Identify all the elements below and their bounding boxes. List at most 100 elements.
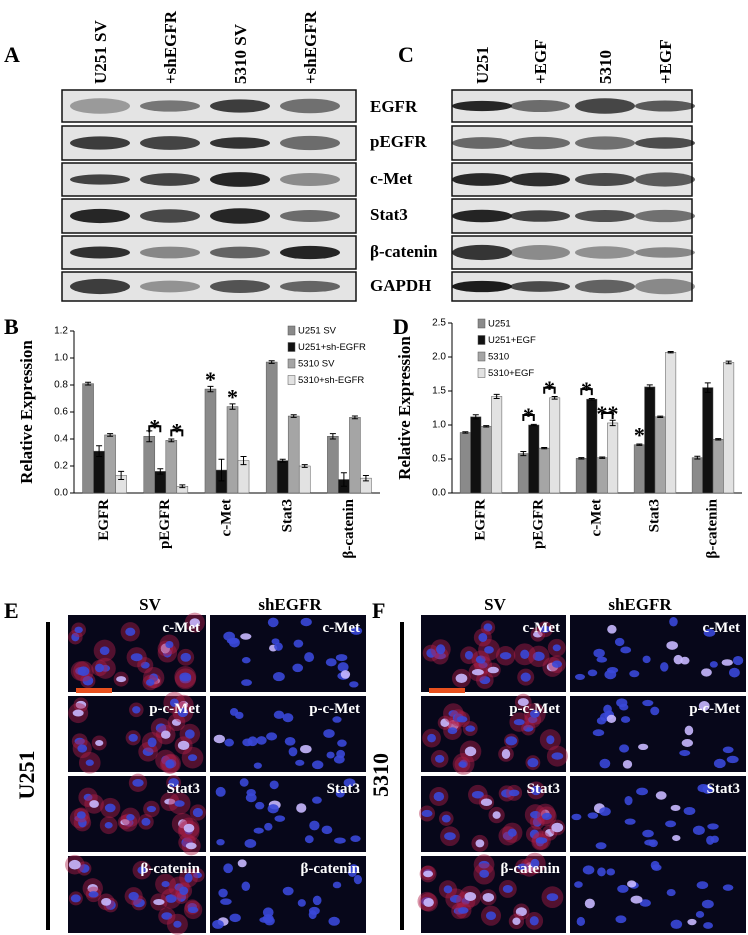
nucleus	[485, 911, 497, 921]
nucleus	[617, 884, 629, 893]
nucleus	[713, 758, 726, 769]
nucleus	[492, 811, 501, 819]
error-bar	[179, 484, 186, 489]
nucleus	[551, 752, 564, 760]
significance-mark: *	[634, 423, 645, 448]
nucleus	[267, 804, 279, 814]
significance-bracket	[601, 411, 614, 419]
cell-line-label: 5310	[368, 753, 393, 797]
nucleus	[187, 754, 198, 762]
blot-band	[280, 135, 340, 151]
stain-label: c-Met	[523, 620, 560, 636]
nucleus	[218, 888, 228, 898]
bar	[237, 460, 250, 494]
nucleus	[455, 673, 468, 683]
significance-bracket	[170, 429, 184, 437]
y-tick-label: 0.0	[54, 488, 68, 499]
bar	[165, 440, 178, 494]
bar	[517, 453, 529, 494]
nucleus	[512, 917, 521, 926]
blot-band	[510, 136, 570, 150]
significance-bracket	[580, 388, 593, 396]
nucleus	[239, 778, 249, 787]
bar	[712, 439, 724, 494]
nucleus	[76, 811, 86, 819]
blot-band	[635, 247, 695, 258]
nucleus	[146, 805, 157, 813]
nucleus	[244, 839, 257, 848]
blot-band	[635, 278, 695, 295]
significance-bracket	[522, 414, 535, 421]
panel-label: B	[4, 314, 19, 339]
significance-mark: *	[149, 414, 160, 439]
y-tick-label: 1.0	[54, 353, 68, 364]
nucleus	[527, 716, 538, 724]
nucleus	[582, 865, 595, 875]
nucleus	[673, 654, 683, 665]
bar	[204, 388, 217, 494]
nucleus	[267, 617, 279, 628]
y-tick-label: 1.5	[432, 386, 446, 397]
blot-band	[210, 172, 270, 187]
nucleus	[309, 820, 320, 831]
blot-band	[575, 98, 635, 114]
nucleus	[292, 663, 304, 673]
nucleus	[101, 898, 112, 906]
nucleus	[532, 817, 542, 827]
nucleus	[596, 656, 608, 663]
bar	[491, 396, 503, 494]
nucleus	[530, 810, 541, 819]
micrograph	[421, 696, 566, 772]
nucleus	[636, 787, 648, 796]
nucleus	[72, 709, 84, 717]
nucleus	[272, 671, 285, 682]
nucleus	[164, 798, 176, 805]
nucleus	[464, 746, 477, 757]
nucleus	[120, 819, 130, 826]
x-tick-label: pEGFR	[157, 499, 173, 549]
nucleus	[229, 707, 239, 716]
nucleus	[304, 652, 315, 663]
bar	[154, 471, 167, 494]
stain-label: c-Met	[163, 620, 200, 636]
stain-label: p-c-Met	[509, 701, 560, 717]
significance-mark: *	[205, 367, 216, 392]
protein-label: Stat3	[370, 205, 408, 224]
nucleus	[95, 663, 105, 673]
blot-band	[452, 209, 512, 223]
significance-mark: **	[596, 401, 618, 426]
bar	[480, 426, 492, 494]
protein-label: c-Met	[370, 169, 413, 188]
nucleus	[104, 803, 116, 813]
nucleus	[595, 842, 607, 850]
nucleus	[273, 710, 285, 719]
bar	[528, 424, 540, 494]
nucleus	[707, 823, 719, 830]
blot-band	[140, 209, 200, 223]
bar	[723, 362, 735, 494]
error-bar	[107, 433, 114, 437]
nucleus	[312, 895, 322, 906]
nucleus	[77, 666, 90, 677]
x-tick-label: EGFR	[96, 499, 112, 541]
nucleus	[427, 733, 436, 743]
nucleus	[584, 898, 595, 909]
nucleus	[95, 739, 104, 746]
panel-label: C	[398, 42, 414, 67]
error-bar	[520, 451, 527, 457]
bar	[607, 422, 619, 494]
nucleus	[546, 735, 555, 745]
nucleus	[153, 898, 165, 906]
nucleus	[433, 791, 445, 802]
nucleus	[619, 744, 630, 753]
error-bar	[588, 397, 595, 401]
nucleus	[592, 729, 605, 737]
nucleus	[681, 739, 693, 747]
blot-band	[70, 174, 130, 185]
nucleus	[529, 916, 539, 926]
nucleus	[323, 729, 335, 738]
nucleus	[672, 834, 681, 842]
bar	[327, 436, 339, 494]
blot-band	[70, 136, 130, 150]
nucleus	[436, 644, 446, 655]
